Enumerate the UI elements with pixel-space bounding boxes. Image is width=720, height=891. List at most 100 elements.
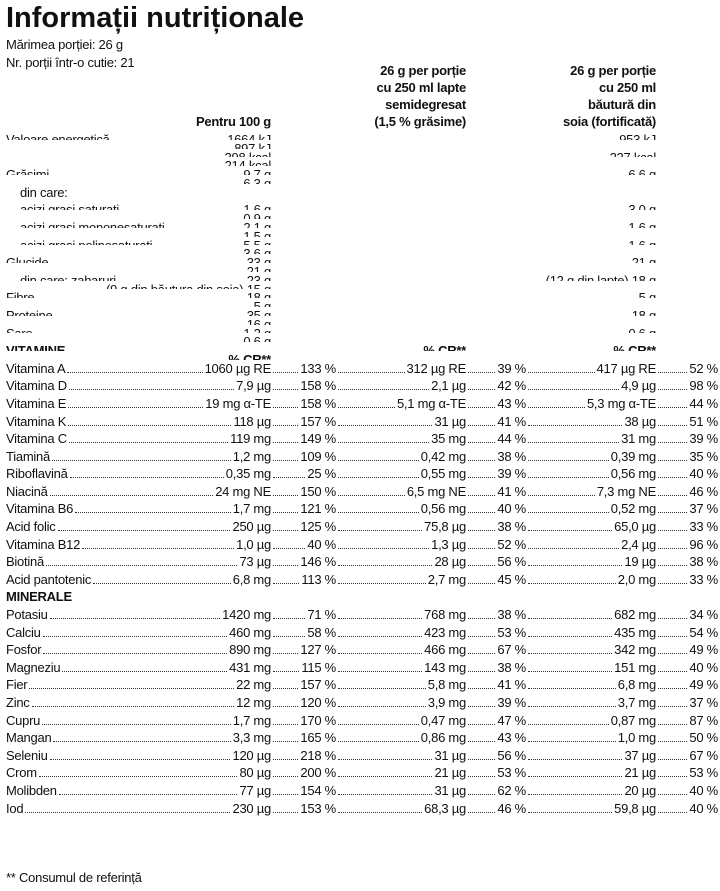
value: 682 mg — [614, 607, 656, 623]
cell: 21 µg — [526, 764, 656, 782]
cr-percent: 40 % — [307, 536, 336, 552]
leader — [42, 714, 231, 725]
leader — [528, 397, 585, 408]
cr-percent: 153 % — [300, 800, 336, 816]
leader — [58, 784, 238, 795]
cr-percent: 157 % — [300, 413, 336, 429]
cr-percent: 37 % — [689, 695, 718, 710]
leader — [338, 450, 419, 461]
value: 7,3 mg NE — [596, 483, 656, 499]
nutrient-row: Molibden 77 µg 154 % 31 µg 62 % 20 µg 40 % — [6, 782, 718, 800]
cr-percent: 165 % — [300, 730, 336, 746]
value: 21 g — [246, 263, 271, 272]
cr-percent: 56 % — [497, 554, 526, 570]
nutrient-label: Acid folic — [6, 519, 56, 535]
cell: 897 kJ — [6, 140, 271, 149]
leader — [46, 555, 238, 567]
nutrient-row: Valoare energetică 1664 kJ 953 kJ 897 kJ — [6, 131, 718, 149]
leader — [468, 678, 496, 690]
cell: 42 % — [466, 377, 526, 395]
leader — [658, 802, 688, 813]
cr-percent: 133 % — [300, 360, 336, 376]
leader — [468, 661, 496, 672]
cell: Seleniu 120 µg — [6, 747, 271, 765]
cell: 50 % — [656, 729, 718, 747]
leader — [57, 520, 231, 532]
cr-percent: 150 % — [300, 483, 336, 499]
value: 23 g — [246, 272, 271, 281]
nutrient-label: Valoare energetică — [6, 132, 110, 140]
cell: 682 mg — [526, 606, 656, 624]
section-title: MINERALE — [6, 589, 72, 605]
leader — [468, 538, 496, 549]
leader — [42, 626, 228, 637]
leader — [528, 432, 620, 444]
leader — [468, 784, 496, 795]
cell: 2,7 mg — [336, 571, 466, 589]
cr-percent: 71 % — [307, 607, 336, 623]
value: 0,39 mg — [610, 448, 656, 464]
leader — [68, 432, 229, 444]
cell: 62 % — [466, 782, 526, 800]
leader — [68, 379, 235, 391]
cell: 115 % — [271, 659, 336, 677]
cell: Zinc 12 mg — [6, 694, 271, 712]
leader — [338, 696, 426, 707]
leader — [658, 362, 688, 373]
cell: 423 mg — [336, 624, 466, 642]
cr-percent: 39 % — [689, 431, 718, 447]
cr-percent: 42 % — [497, 378, 526, 394]
value: 0,52 mg — [610, 501, 656, 517]
cell: Grăsimi 9,7 g — [6, 166, 271, 175]
cr-percent: 113 % — [301, 571, 336, 587]
value: (9 g din băutura din soia) 15 g — [106, 281, 271, 290]
value: 35 mg — [431, 431, 466, 447]
cr-percent: 45 % — [497, 571, 526, 587]
cr-percent: 53 % — [689, 765, 718, 781]
cell: 46 % — [656, 483, 718, 501]
leader — [468, 467, 496, 479]
leader — [658, 555, 688, 567]
leader — [468, 327, 626, 334]
leader — [36, 291, 244, 298]
leader — [8, 335, 241, 342]
cell: Magneziu 431 mg — [6, 659, 271, 677]
cell: 768 mg — [336, 606, 466, 624]
leader — [273, 731, 299, 743]
cr-percent: 146 % — [300, 554, 336, 570]
leader — [273, 714, 299, 725]
leader — [93, 573, 231, 584]
cell: 40 % — [656, 465, 718, 483]
leader — [658, 520, 688, 532]
leader — [49, 485, 214, 496]
value: 897 kJ — [234, 140, 271, 149]
leader — [62, 661, 228, 672]
section-header: MINERALE — [6, 588, 718, 606]
value: 143 mg — [424, 659, 466, 675]
value: 342 mg — [614, 642, 656, 658]
header-line: cu 250 ml — [598, 80, 656, 95]
cell: 3,7 mg — [526, 694, 656, 712]
leader — [8, 318, 245, 325]
cr-percent: 157 % — [300, 677, 336, 693]
value: (12 g din lapte) 18 g — [545, 272, 656, 281]
leader — [468, 432, 496, 444]
value: 1664 kJ — [227, 132, 271, 140]
cr-percent: 41 % — [497, 413, 526, 429]
cell: 56 % — [466, 747, 526, 765]
cr-percent: 39 % — [497, 466, 526, 482]
cr-percent: 38 % — [689, 554, 718, 570]
leader — [273, 573, 300, 584]
leader — [338, 661, 423, 672]
cr-percent: 33 % — [689, 519, 718, 535]
value: 5,5 g — [243, 237, 271, 246]
leader — [154, 239, 241, 246]
header-line: soia (fortificată) — [562, 114, 656, 129]
leader — [338, 626, 423, 637]
value: 6,8 mg — [617, 677, 656, 693]
leader — [658, 450, 688, 461]
leader — [338, 485, 405, 496]
leader — [38, 766, 238, 778]
cr-percent: 44 % — [689, 395, 718, 411]
leader — [8, 265, 245, 272]
